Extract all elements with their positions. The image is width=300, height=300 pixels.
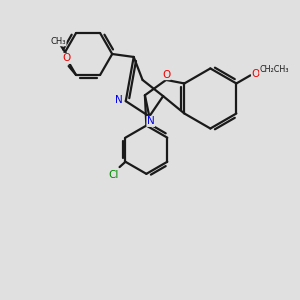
Text: N: N bbox=[116, 94, 123, 105]
Text: O: O bbox=[252, 69, 260, 79]
Text: CH₃: CH₃ bbox=[51, 37, 66, 46]
Text: O: O bbox=[162, 70, 170, 80]
Text: CH₂CH₃: CH₂CH₃ bbox=[260, 65, 289, 74]
Text: O: O bbox=[62, 53, 71, 63]
Text: Cl: Cl bbox=[108, 170, 118, 180]
Text: N: N bbox=[147, 116, 155, 126]
